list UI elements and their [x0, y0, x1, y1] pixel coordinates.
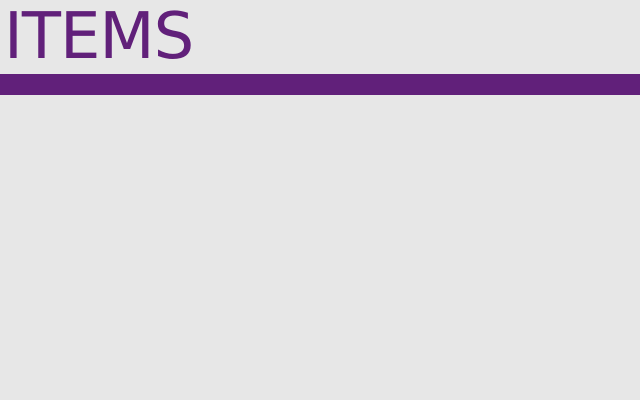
page-title: ITEMS: [4, 0, 194, 74]
items-list: [0, 95, 640, 400]
header-divider: [0, 74, 640, 95]
